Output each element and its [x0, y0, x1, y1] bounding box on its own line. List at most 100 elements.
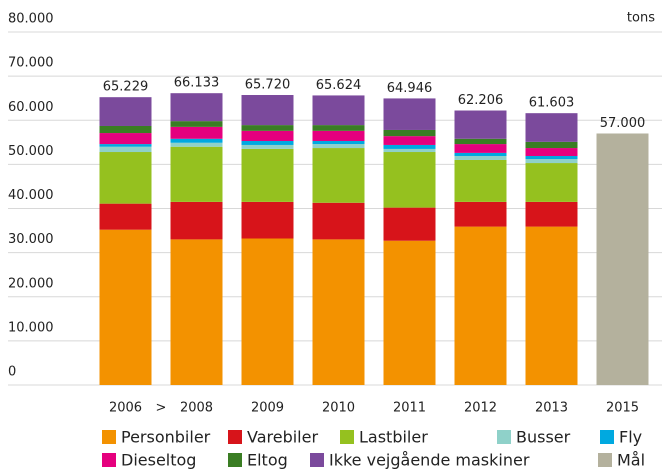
legend-label: Varebiler: [247, 428, 318, 447]
bar-segment: [241, 238, 294, 385]
bar-segment: [454, 159, 507, 202]
bar-segment: [454, 138, 507, 145]
bar-segment: [454, 226, 507, 385]
bar-segment: [312, 140, 365, 145]
y-tick-label: 0: [8, 365, 16, 380]
legend-label: Dieseltog: [121, 451, 196, 470]
bar-segment: [525, 155, 578, 160]
bar-segment: [454, 155, 507, 160]
total-label: 62.206: [458, 93, 504, 108]
x-tick-label: 2008: [180, 401, 213, 416]
bar-segment: [241, 130, 294, 141]
bar-segment: [241, 140, 294, 145]
legend-label: Eltog: [247, 451, 288, 470]
total-label: 66.133: [174, 76, 220, 91]
bar-segment: [454, 110, 507, 139]
total-label: 65.720: [245, 78, 291, 93]
bar-segment: [383, 152, 436, 208]
bar-segment: [241, 125, 294, 131]
x-tick-label: 2015: [606, 401, 639, 416]
bar-segment: [170, 121, 223, 127]
total-label: 57.000: [600, 116, 646, 131]
bar-segment: [525, 201, 578, 227]
y-tick-label: 80.000: [8, 12, 54, 27]
legend-swatch: [228, 430, 242, 444]
bar-segment: [99, 125, 152, 134]
legend-label: Fly: [619, 428, 642, 447]
legend-label: Busser: [516, 428, 571, 447]
bar-segment: [99, 97, 152, 126]
legend-swatch: [497, 430, 511, 444]
legend-label: Personbiler: [121, 428, 211, 447]
legend-label: Lastbiler: [359, 428, 428, 447]
bar-segment: [525, 113, 578, 142]
bar-segment: [170, 239, 223, 385]
bar-segment: [241, 144, 294, 149]
bar-segment: [454, 201, 507, 227]
total-label: 65.229: [103, 80, 149, 95]
bar-segment: [312, 144, 365, 149]
bar-segment: [383, 207, 436, 241]
bar-segment: [99, 146, 152, 153]
bar-segment: [170, 201, 223, 240]
bar-segment: [99, 152, 152, 204]
bar-segment: [241, 201, 294, 239]
total-label: 61.603: [529, 96, 575, 111]
bar-segment: [241, 95, 294, 126]
bar-segment: [312, 148, 365, 203]
bar-segment: [383, 240, 436, 385]
unit-label: tons: [627, 11, 655, 26]
y-tick-label: 40.000: [8, 188, 54, 203]
bar-segment: [525, 163, 578, 202]
legend-swatch: [228, 453, 242, 467]
bar-segment: [383, 98, 436, 130]
y-tick-label: 50.000: [8, 144, 54, 159]
y-tick-label: 70.000: [8, 56, 54, 71]
bar-segment: [525, 141, 578, 149]
bar-segment: [454, 144, 507, 153]
bar-segment: [525, 159, 578, 164]
bar-segment: [383, 136, 436, 145]
total-label: 65.624: [316, 78, 362, 93]
bar-segment: [312, 125, 365, 131]
bar-segment: [99, 229, 152, 385]
legend-swatch: [102, 453, 116, 467]
legend-swatch: [600, 430, 614, 444]
x-tick-label: 2009: [251, 401, 284, 416]
x-tick-label: 2006: [109, 401, 142, 416]
legend-swatch: [598, 453, 612, 467]
bar-segment: [170, 146, 223, 202]
bar-segment: [170, 138, 223, 143]
x-tick-label: 2011: [393, 401, 426, 416]
bar-segment: [170, 93, 223, 122]
bar-segment: [312, 95, 365, 126]
bar-segment: [383, 144, 436, 149]
legend-label: Ikke vejgående maskiner: [329, 451, 530, 470]
x-tick-label: 2012: [464, 401, 497, 416]
bar-segment: [99, 144, 152, 147]
legend-swatch: [340, 430, 354, 444]
bar-segment: [170, 126, 223, 139]
x-tick-label: 2013: [535, 401, 568, 416]
bar-segment: [99, 203, 152, 230]
bar-segment: [312, 130, 365, 141]
bar-segment: [383, 148, 436, 153]
legend-swatch: [102, 430, 116, 444]
bar-segment: [383, 129, 436, 137]
axis-break: >: [156, 401, 167, 416]
y-tick-label: 30.000: [8, 232, 54, 247]
bar-segment: [241, 148, 294, 202]
bar-segment: [99, 133, 152, 145]
x-tick-label: 2010: [322, 401, 355, 416]
bar-segment: [170, 142, 223, 147]
total-label: 64.946: [387, 81, 433, 96]
bar-segment: [525, 226, 578, 385]
y-tick-label: 10.000: [8, 320, 54, 335]
bar-segment: [454, 152, 507, 156]
y-tick-label: 60.000: [8, 100, 54, 115]
legend-label: Mål: [617, 451, 645, 470]
bar-segment: [525, 148, 578, 156]
y-tick-label: 20.000: [8, 276, 54, 291]
bar-segment: [312, 202, 365, 240]
